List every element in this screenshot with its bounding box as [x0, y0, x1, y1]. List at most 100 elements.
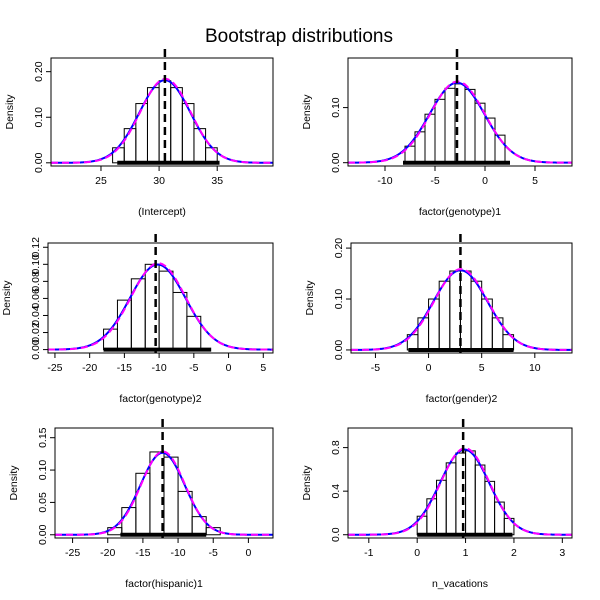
panel-1: 25 30 35 0.00 0.10 0.20 (Intercept) Density — [4, 49, 274, 218]
x-axis-label: factor(genotype)2 — [119, 393, 201, 405]
histogram-bar — [135, 103, 148, 164]
plot-frame — [54, 427, 274, 539]
x-tick-label: 0 — [426, 362, 432, 374]
density-curve — [348, 81, 572, 164]
y-tick-label: 0.10 — [333, 289, 345, 310]
x-axis-label: factor(gender)2 — [426, 393, 498, 405]
y-axis-label: Density — [301, 94, 313, 130]
x-tick-label: 0 — [226, 362, 232, 374]
x-tick-label: -15 — [135, 547, 150, 559]
x-tick-label: -5 — [189, 362, 198, 374]
y-tick-label: 0.10 — [30, 254, 42, 275]
normal-density-curve — [348, 447, 572, 536]
histogram-bar — [146, 87, 160, 164]
histogram-bar — [181, 103, 195, 164]
y-tick-label: 0.0 — [330, 527, 342, 542]
histogram-bar — [163, 456, 179, 536]
histogram-bar — [470, 280, 483, 351]
x-tick-label: 3 — [559, 547, 565, 559]
plot-frame — [347, 427, 573, 539]
histogram-bar — [158, 270, 174, 351]
y-tick-label: 0.10 — [37, 460, 49, 481]
y-tick-label: 0.00 — [333, 340, 345, 361]
x-tick-label: 5 — [479, 362, 485, 374]
x-axis-label: factor(hispanic)1 — [125, 578, 203, 590]
histogram-bar — [449, 270, 461, 351]
plot-area — [348, 80, 572, 165]
y-tick-label: 0.20 — [33, 61, 45, 82]
x-tick-label: 25 — [95, 175, 107, 187]
y-tick-label: 0.08 — [30, 271, 42, 292]
y-axis-label: Density — [301, 465, 313, 501]
y-tick-label: 0.05 — [37, 492, 49, 513]
x-tick-label: 0 — [414, 547, 420, 559]
y-axis-label: Density — [8, 465, 20, 501]
normal-density-curve — [351, 268, 572, 351]
x-tick-label: 30 — [153, 175, 165, 187]
normal-density-curve — [48, 262, 273, 351]
x-tick-label: 35 — [211, 175, 223, 187]
y-tick-label: 0.04 — [30, 305, 42, 326]
x-tick-label: -20 — [82, 362, 97, 374]
y-tick-label: 0.20 — [333, 238, 345, 259]
y-tick-label: 0.00 — [37, 524, 49, 545]
x-tick-label: -5 — [371, 362, 380, 374]
histogram-bar — [444, 87, 456, 164]
x-tick-label: 10 — [529, 362, 541, 374]
y-tick-label: 0.00 — [330, 152, 342, 173]
panel-3: -25 -20 -15 -10 -5 0 5 0.000.020.040.060.080.10… — [1, 234, 274, 405]
plot-frame — [350, 242, 573, 354]
density-curve — [51, 79, 273, 164]
x-tick-label: -15 — [117, 362, 132, 374]
y-tick-label: 0.4 — [330, 484, 342, 499]
histogram-bar — [465, 450, 476, 536]
x-tick-label: -10 — [152, 362, 167, 374]
histogram-bar — [434, 98, 446, 164]
normal-density-curve — [55, 450, 273, 536]
histogram-bar — [474, 464, 486, 536]
y-axis-label: Density — [304, 280, 316, 316]
histogram-bar — [144, 263, 160, 351]
plot-area — [55, 450, 273, 537]
figure-title: Bootstrap distributions — [205, 26, 393, 47]
plot-frame — [347, 57, 573, 167]
x-tick-label: -1 — [364, 547, 373, 559]
panel-6: -1 0 1 2 3 0.0 0.4 0.8 n_vacations Density — [301, 419, 573, 590]
normal-density-curve — [348, 80, 572, 164]
y-tick-label: 0.10 — [330, 97, 342, 118]
histogram-panels: 25 30 350.000.100.20(Intercept)Density-10-… — [1, 49, 573, 590]
y-axis-label: Density — [1, 280, 13, 316]
x-tick-label: -10 — [377, 175, 392, 187]
histogram-bar — [193, 128, 207, 164]
x-tick-label: 5 — [532, 175, 538, 187]
x-axis-label: n_vacations — [432, 578, 488, 590]
x-tick-label: -25 — [65, 547, 80, 559]
plot-frame — [50, 57, 274, 167]
plot-frame — [47, 242, 274, 354]
y-tick-label: 0.8 — [330, 440, 342, 455]
y-tick-label: 0.00 — [30, 339, 42, 360]
plot-area — [51, 77, 273, 165]
x-tick-label: 2 — [511, 547, 517, 559]
histogram-bar — [172, 291, 188, 351]
x-tick-label: 1 — [463, 547, 469, 559]
histogram-bar — [459, 270, 472, 351]
y-tick-label: 0.10 — [33, 107, 45, 128]
histogram-bar — [445, 462, 457, 536]
x-tick-label: 5 — [260, 362, 266, 374]
x-tick-label: -25 — [47, 362, 62, 374]
histogram-bar — [123, 128, 137, 164]
y-tick-label: 0.00 — [33, 152, 45, 173]
histogram-bar — [417, 317, 430, 351]
y-tick-label: 0.06 — [30, 288, 42, 309]
x-tick-label: 0 — [482, 175, 488, 187]
y-tick-label: 0.02 — [30, 322, 42, 343]
density-curve — [348, 448, 572, 536]
density-curve — [48, 263, 273, 351]
x-tick-label: -20 — [100, 547, 115, 559]
plot-area — [48, 262, 273, 352]
x-tick-label: 0 — [245, 547, 251, 559]
histogram-bar — [491, 317, 504, 351]
panel-2: -10 -5 0 5 0.00 0.10 factor(genotype)1 Density — [301, 49, 573, 218]
